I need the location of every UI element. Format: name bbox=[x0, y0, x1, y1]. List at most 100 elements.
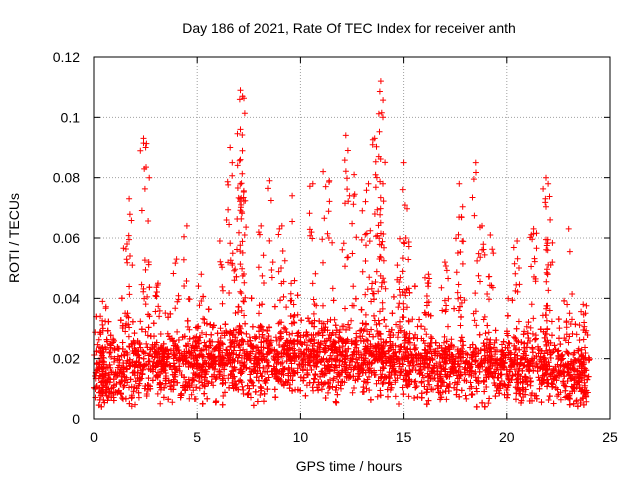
data-point bbox=[201, 383, 208, 390]
data-point bbox=[342, 359, 349, 366]
data-point bbox=[120, 384, 127, 390]
data-point bbox=[403, 371, 410, 378]
data-point bbox=[226, 384, 233, 391]
data-point bbox=[397, 327, 404, 334]
data-point bbox=[299, 357, 306, 364]
data-point bbox=[349, 389, 356, 396]
data-point bbox=[545, 397, 552, 403]
data-point bbox=[294, 292, 301, 299]
data-point bbox=[456, 363, 463, 370]
data-point bbox=[232, 378, 238, 385]
data-point bbox=[298, 341, 305, 348]
data-point bbox=[379, 364, 386, 370]
data-point bbox=[516, 371, 522, 378]
data-point bbox=[201, 390, 208, 397]
data-points bbox=[91, 78, 593, 410]
data-point bbox=[410, 362, 417, 369]
data-point bbox=[504, 344, 511, 351]
data-point bbox=[564, 349, 571, 356]
data-point bbox=[581, 372, 588, 379]
data-point bbox=[111, 347, 118, 354]
data-point bbox=[467, 344, 474, 351]
data-point bbox=[162, 310, 169, 317]
data-point bbox=[219, 380, 226, 387]
data-point bbox=[463, 378, 470, 384]
data-point bbox=[451, 305, 458, 312]
data-point bbox=[401, 344, 408, 351]
data-point bbox=[495, 374, 502, 381]
data-point bbox=[111, 337, 117, 344]
data-point bbox=[437, 363, 443, 370]
data-point bbox=[142, 328, 149, 335]
data-point bbox=[258, 355, 265, 362]
data-point bbox=[169, 399, 176, 406]
data-point bbox=[131, 369, 137, 376]
data-point bbox=[131, 330, 138, 337]
data-point bbox=[110, 389, 117, 396]
data-point bbox=[202, 374, 208, 381]
data-point bbox=[216, 347, 223, 354]
data-point bbox=[223, 328, 229, 334]
data-point bbox=[528, 392, 534, 399]
data-point bbox=[247, 371, 254, 378]
data-point bbox=[538, 399, 545, 406]
data-point bbox=[333, 362, 339, 369]
data-point bbox=[527, 378, 534, 385]
data-point bbox=[271, 365, 278, 372]
data-point bbox=[472, 345, 479, 351]
data-point bbox=[150, 320, 157, 327]
data-point bbox=[570, 360, 577, 366]
data-point bbox=[572, 321, 579, 328]
data-point bbox=[160, 340, 167, 347]
data-point bbox=[284, 339, 291, 346]
data-point bbox=[205, 306, 212, 313]
data-point bbox=[221, 332, 228, 339]
data-point bbox=[228, 339, 235, 346]
data-point bbox=[554, 348, 561, 355]
data-point bbox=[271, 303, 278, 310]
data-point bbox=[244, 391, 251, 398]
data-point bbox=[134, 369, 141, 376]
data-point bbox=[576, 382, 583, 388]
data-point bbox=[265, 333, 272, 340]
data-point bbox=[152, 292, 159, 299]
data-point bbox=[501, 360, 508, 367]
data-point bbox=[418, 379, 425, 386]
data-point bbox=[127, 362, 134, 369]
data-point bbox=[437, 361, 444, 368]
data-point bbox=[555, 316, 562, 323]
data-point bbox=[574, 403, 581, 410]
data-point bbox=[477, 347, 484, 354]
data-point bbox=[176, 368, 183, 374]
data-point bbox=[96, 396, 103, 403]
data-point bbox=[554, 361, 561, 368]
data-point bbox=[197, 334, 204, 341]
data-point bbox=[485, 400, 492, 407]
data-point bbox=[303, 346, 310, 353]
data-point bbox=[176, 363, 183, 370]
data-point bbox=[536, 385, 543, 392]
data-point bbox=[348, 366, 355, 373]
data-point bbox=[565, 350, 572, 357]
data-point bbox=[312, 371, 319, 378]
data-point bbox=[535, 343, 541, 350]
data-point bbox=[567, 375, 574, 382]
data-point bbox=[202, 366, 209, 373]
data-point bbox=[185, 363, 192, 370]
data-point bbox=[473, 403, 480, 410]
data-point bbox=[571, 349, 578, 356]
data-point bbox=[252, 353, 259, 360]
data-point bbox=[436, 371, 443, 378]
data-point bbox=[164, 354, 171, 361]
data-point bbox=[247, 357, 254, 364]
data-point bbox=[453, 372, 460, 379]
data-point bbox=[555, 391, 562, 398]
data-point bbox=[322, 324, 329, 331]
data-point bbox=[353, 356, 359, 363]
data-point bbox=[427, 312, 434, 319]
data-point bbox=[549, 332, 555, 339]
data-point bbox=[190, 387, 197, 394]
data-point bbox=[519, 388, 526, 394]
data-point bbox=[246, 334, 253, 341]
data-point bbox=[258, 344, 265, 351]
